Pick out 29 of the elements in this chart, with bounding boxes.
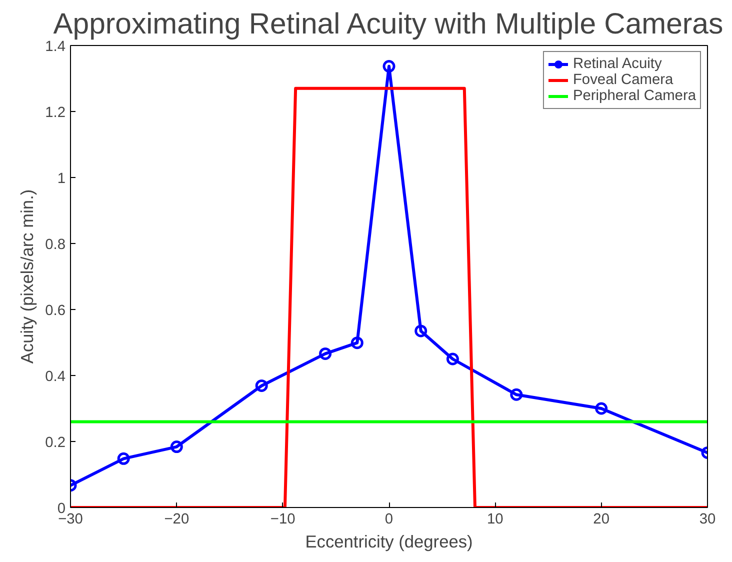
point [414, 324, 428, 338]
legend-label: Foveal Camera [572, 72, 674, 88]
point [510, 388, 523, 401]
y-tick-label: 1 [57, 171, 66, 187]
x-tick-label: 30 [699, 512, 716, 528]
y-tick-label: 0.2 [45, 435, 66, 451]
x-tick-label: −10 [270, 512, 296, 528]
y-tick-label: 0.4 [45, 369, 66, 385]
point [319, 347, 332, 360]
point [255, 379, 268, 392]
y-axis-title: Acuity (pixels/arc min.) [17, 189, 38, 364]
point [382, 60, 396, 73]
x-tick-label: −20 [164, 512, 190, 528]
point [350, 336, 364, 350]
x-axis-title: Eccentricity (degrees) [305, 532, 473, 552]
chart-title: Approximating Retinal Acuity with Multiple Cameras [53, 8, 724, 40]
y-tick-label: 0.8 [45, 237, 66, 253]
legend-label: Peripheral Camera [572, 88, 696, 104]
x-tick-label: 0 [384, 512, 394, 528]
point [446, 352, 459, 366]
point [170, 440, 183, 454]
y-tick-label: 0.6 [45, 303, 66, 319]
point [117, 452, 130, 465]
point [595, 402, 608, 415]
y-tick-label: 1.4 [45, 39, 66, 55]
x-tick-label: 20 [593, 512, 610, 528]
x-tick-label: 10 [487, 512, 504, 528]
legend-label: Retinal Acuity [572, 56, 662, 72]
y-tick-label: 1.2 [45, 105, 66, 121]
